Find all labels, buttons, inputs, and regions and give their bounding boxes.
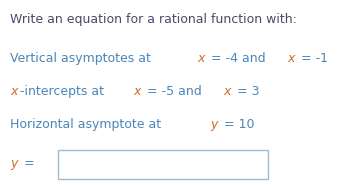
Text: = -5 and: = -5 and [143, 85, 205, 98]
Text: y: y [10, 157, 18, 170]
Text: Write an equation for a rational function with:: Write an equation for a rational functio… [10, 13, 297, 26]
FancyBboxPatch shape [58, 150, 268, 179]
Text: Horizontal asymptote at: Horizontal asymptote at [10, 118, 165, 131]
Text: Vertical asymptotes at: Vertical asymptotes at [10, 52, 155, 65]
Text: = 10: = 10 [220, 118, 254, 131]
Text: = 3: = 3 [233, 85, 260, 98]
Text: -intercepts at: -intercepts at [20, 85, 108, 98]
Text: x: x [287, 52, 295, 65]
Text: x: x [197, 52, 204, 65]
Text: = -4 and: = -4 and [207, 52, 269, 65]
Text: x: x [133, 85, 141, 98]
Text: x: x [224, 85, 231, 98]
Text: x: x [10, 85, 18, 98]
Text: =: = [20, 157, 34, 170]
Text: = -1: = -1 [297, 52, 328, 65]
Text: y: y [210, 118, 218, 131]
